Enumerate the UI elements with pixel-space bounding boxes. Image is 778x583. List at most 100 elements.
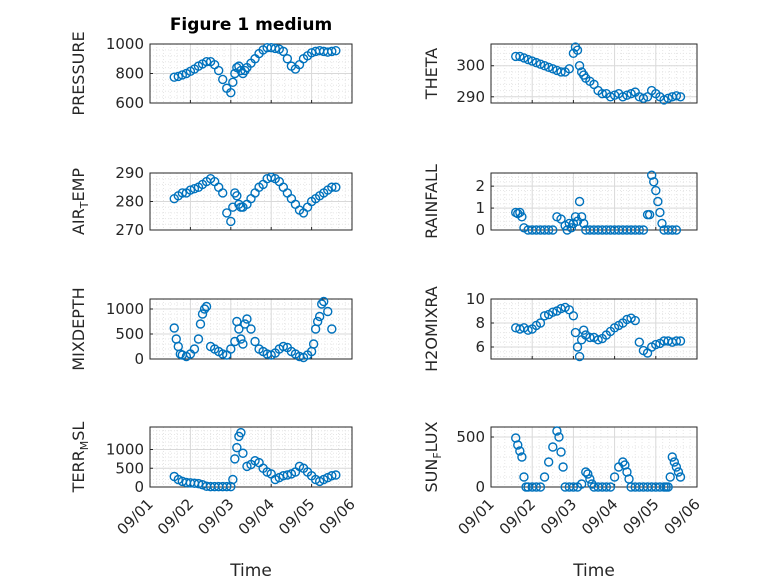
axes-box	[149, 298, 353, 360]
data-point	[638, 225, 649, 235]
data-point	[539, 311, 550, 321]
data-point	[519, 472, 529, 482]
y-axis-label-main: H2OMIXRA	[422, 286, 441, 372]
data-point	[570, 212, 581, 222]
data-point	[282, 470, 293, 480]
y-tick-label: 800	[115, 65, 144, 83]
data-point	[539, 472, 550, 482]
data-point	[535, 482, 546, 492]
data-point	[266, 172, 276, 182]
data-point	[548, 225, 558, 235]
y-tick-label: 6	[475, 338, 485, 356]
data-point	[527, 56, 537, 66]
data-point	[634, 225, 645, 235]
data-point	[240, 319, 250, 329]
data-point	[226, 344, 236, 354]
data-point	[618, 92, 628, 102]
data-point	[552, 426, 562, 436]
subplot-4: 0 1 2 RAINFALL	[422, 164, 698, 239]
y-axis-label: TERRMSL	[69, 422, 91, 494]
data-point	[579, 325, 589, 335]
y-axis-label-main: MIXDEPTH	[69, 287, 88, 370]
data-point	[327, 46, 337, 57]
data-point	[655, 207, 665, 218]
data-point	[523, 325, 533, 335]
data-point	[242, 314, 252, 324]
data-point	[572, 342, 583, 352]
y-tick-label: 500	[456, 428, 485, 446]
data-point	[195, 319, 206, 329]
data-point	[185, 185, 196, 195]
data-point	[548, 442, 558, 452]
x-axis-label-right: Time	[572, 561, 615, 581]
data-point	[605, 92, 616, 102]
data-point	[250, 336, 260, 347]
data-point	[651, 185, 661, 196]
data-point	[531, 57, 542, 68]
data-point	[515, 446, 525, 456]
data-point	[278, 341, 289, 352]
data-point	[539, 61, 550, 71]
data-point	[517, 212, 527, 222]
data-point	[570, 327, 581, 338]
y-axis-label-subscript: T	[78, 201, 91, 209]
data-point	[675, 336, 686, 346]
data-point	[644, 209, 655, 220]
y-tick-label: 500	[115, 459, 144, 477]
y-axis-label-main: THETA	[422, 48, 441, 100]
data-point	[230, 188, 240, 198]
x-tick-label: 09/01	[455, 495, 498, 538]
x-tick-label: 09/02	[154, 495, 197, 538]
y-tick-label: 10	[466, 290, 485, 308]
x-tick-label: 09/03	[537, 495, 580, 538]
data-point	[649, 177, 659, 187]
data-point	[597, 88, 607, 99]
data-point	[673, 467, 684, 477]
data-point	[663, 93, 673, 104]
data-point	[671, 462, 682, 472]
y-axis-label-main: PRESSURE	[69, 31, 88, 115]
data-point	[515, 51, 525, 62]
x-tick-label: 09/03	[194, 495, 237, 538]
data-point	[331, 182, 341, 192]
data-point	[535, 59, 546, 69]
y-axis-label: THETA	[422, 48, 441, 100]
subplot-1: 600 800 1000 PRESSURE	[69, 31, 353, 116]
data-point	[568, 482, 579, 492]
data-point	[331, 470, 341, 480]
data-point	[558, 462, 568, 472]
data-point	[230, 336, 240, 347]
y-tick-label: 1000	[106, 441, 144, 459]
y-axis-label-main: TERR	[69, 450, 88, 493]
data-point	[667, 452, 677, 462]
data-point	[222, 208, 232, 218]
data-point	[236, 427, 246, 438]
subplot-5: 0 500 1000 MIXDEPTH	[69, 287, 353, 371]
data-point	[671, 225, 682, 235]
y-axis-label: SUNFLUX	[422, 421, 444, 492]
data-point	[669, 457, 680, 467]
y-axis-label-subscript: F	[431, 452, 444, 458]
data-point	[517, 452, 527, 462]
data-point	[667, 225, 677, 235]
y-axis-label-rest: LUX	[422, 421, 441, 452]
y-axis-label: H2OMIXRA	[422, 286, 441, 372]
data-point	[630, 315, 640, 326]
data-point	[308, 339, 319, 349]
data-point	[199, 304, 210, 314]
subplot-3: 270 280 290 AIRTEMP	[69, 164, 353, 239]
data-point	[556, 67, 566, 77]
data-point	[218, 74, 228, 85]
data-point	[189, 183, 200, 194]
data-point	[543, 62, 554, 72]
data-point	[177, 188, 188, 198]
data-point	[319, 296, 329, 307]
data-point	[515, 207, 525, 218]
data-point	[513, 440, 523, 450]
axes-box	[149, 43, 353, 104]
data-point	[282, 54, 293, 64]
data-point	[548, 64, 558, 74]
data-point	[651, 339, 661, 350]
